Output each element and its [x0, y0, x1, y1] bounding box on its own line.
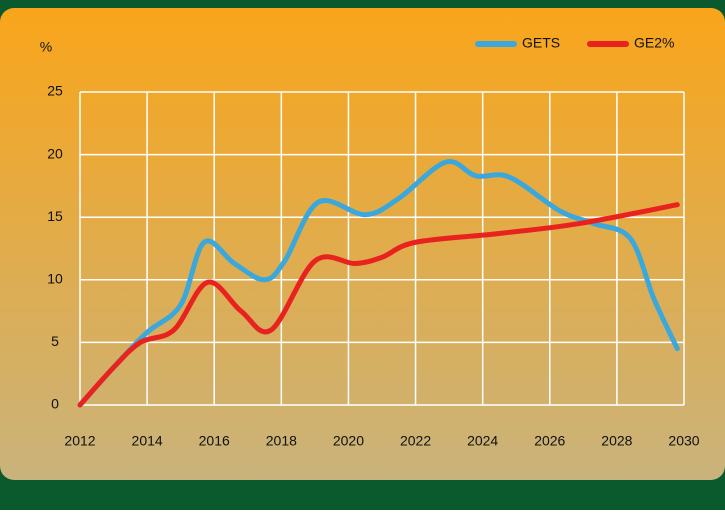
y-axis-label: %	[40, 39, 52, 55]
x-tick-label: 2018	[266, 433, 297, 449]
series-line	[77, 202, 680, 408]
x-tick-label: 2020	[333, 433, 364, 449]
x-tick-label: 2026	[534, 433, 565, 449]
y-tick-label: 20	[47, 145, 63, 161]
y-tick-label: 25	[47, 83, 63, 99]
y-tick-label: 5	[51, 333, 59, 349]
x-tick-label: 2022	[400, 433, 431, 449]
y-tick-label: 10	[47, 271, 63, 287]
y-tick-label: 0	[51, 396, 59, 412]
legend-label: GE2%	[634, 35, 674, 51]
x-tick-label: 2014	[132, 433, 163, 449]
x-tick-label: 2012	[64, 433, 95, 449]
x-tick-label: 2016	[199, 433, 230, 449]
panel	[0, 8, 725, 480]
legend-label: GETS	[522, 35, 560, 51]
x-tick-label: 2024	[467, 433, 498, 449]
y-tick-label: 15	[47, 208, 63, 224]
x-tick-label: 2028	[601, 433, 632, 449]
x-tick-label: 2030	[668, 433, 699, 449]
